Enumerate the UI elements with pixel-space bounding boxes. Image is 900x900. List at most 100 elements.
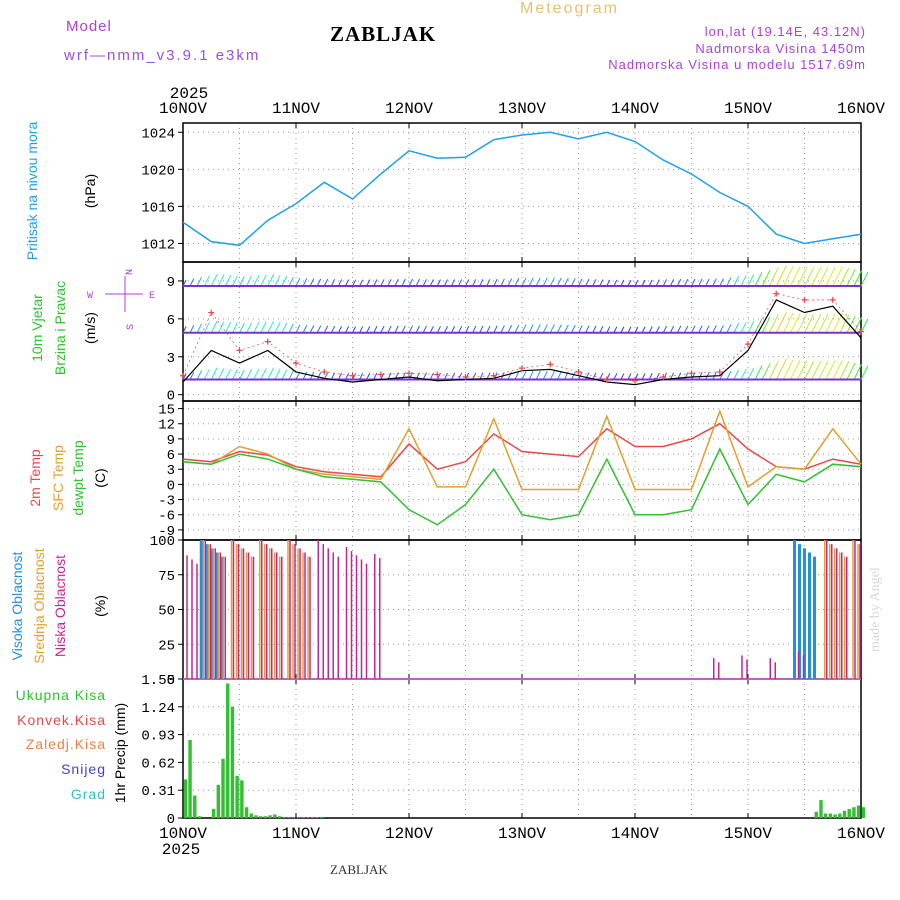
wind-barb-band-1 bbox=[239, 323, 245, 333]
wind-barb-band-1 bbox=[288, 323, 294, 333]
ytick-label-pressure: 1012 bbox=[141, 237, 175, 253]
x-tick-top-13NOV: 13NOV bbox=[498, 100, 546, 118]
wind-barb-band-0 bbox=[662, 279, 668, 287]
wind-barb-band-1 bbox=[486, 325, 491, 333]
wind-barb-band-1 bbox=[373, 326, 378, 333]
wind-barb-band-2 bbox=[613, 373, 618, 380]
wind-barb-band-1 bbox=[775, 312, 787, 333]
gust-marker bbox=[208, 309, 215, 316]
product-title: Meteogram bbox=[520, 0, 619, 17]
wind-barb-band-1 bbox=[472, 325, 477, 333]
precip-bar bbox=[254, 815, 258, 818]
wind-barb-band-1 bbox=[196, 323, 203, 333]
wind-barb-band-1 bbox=[231, 322, 238, 333]
wind-barb-band-1 bbox=[330, 325, 336, 333]
wind-barb-band-1 bbox=[648, 326, 653, 333]
precip-bar bbox=[828, 813, 833, 818]
wind-barb-band-0 bbox=[500, 278, 505, 287]
compass-n: N bbox=[125, 269, 136, 275]
wind-barb-band-1 bbox=[479, 325, 484, 333]
wind-barb-band-0 bbox=[761, 269, 771, 287]
wind-barb-band-2 bbox=[761, 363, 771, 380]
wind-barb-band-0 bbox=[606, 279, 611, 287]
precip-bar bbox=[188, 739, 192, 818]
precip-bar bbox=[263, 816, 268, 818]
wind-barb-band-1 bbox=[719, 325, 724, 333]
wind-barb-band-0 bbox=[747, 274, 755, 287]
wind-barb-band-2 bbox=[253, 368, 260, 380]
wind-barb-band-2 bbox=[853, 364, 863, 380]
precip-bar bbox=[287, 817, 291, 818]
wind-barb-band-1 bbox=[224, 321, 232, 333]
precip-bar bbox=[193, 795, 197, 818]
precip-bar bbox=[861, 807, 866, 818]
year-label-top: 2025 bbox=[170, 85, 208, 103]
wind-barb-band-1 bbox=[570, 324, 576, 333]
ytick-label-temperature: 0 bbox=[167, 478, 175, 494]
precip-bar bbox=[235, 775, 239, 818]
model-label: Model bbox=[66, 18, 112, 35]
wind-barb-band-1 bbox=[309, 325, 315, 333]
wind-barb-band-2 bbox=[373, 372, 378, 380]
legend-grad: Grad bbox=[70, 786, 106, 802]
precip-bar bbox=[282, 817, 286, 818]
wind-barb-band-0 bbox=[556, 277, 562, 287]
ytick-label-clouds: 25 bbox=[158, 638, 175, 654]
wind-barb-band-0 bbox=[691, 278, 696, 287]
wind-barb-band-1 bbox=[599, 326, 604, 333]
wind-barb-band-1 bbox=[549, 324, 555, 333]
temp-line-0 bbox=[182, 422, 862, 478]
ytick-label-temperature: 3 bbox=[167, 463, 175, 479]
wind-barb-band-1 bbox=[387, 325, 392, 333]
gust-marker bbox=[801, 296, 808, 303]
wind-barb-band-0 bbox=[811, 267, 822, 287]
wind-barb-band-0 bbox=[846, 269, 856, 287]
wind-barb-band-1 bbox=[507, 325, 513, 333]
wind-barb-band-0 bbox=[359, 279, 364, 287]
compass-cross bbox=[105, 276, 143, 312]
gust-marker bbox=[773, 290, 780, 297]
wind-barb-band-0 bbox=[549, 277, 555, 287]
wind-barb-band-2 bbox=[775, 358, 787, 380]
wind-barb-band-0 bbox=[733, 276, 740, 287]
precip-bar bbox=[856, 805, 861, 818]
ytick-label-precip: 1.55 bbox=[141, 673, 175, 689]
ytick-label-precip: 0.93 bbox=[141, 729, 175, 745]
wind-barb-band-0 bbox=[860, 271, 869, 287]
wind-barb-band-2 bbox=[224, 368, 232, 380]
precip-bar bbox=[823, 813, 828, 818]
wind-barb-band-2 bbox=[281, 369, 288, 380]
precip-bar bbox=[842, 810, 847, 818]
wind-barb-band-2 bbox=[472, 372, 477, 380]
wind-barb-band-2 bbox=[804, 360, 815, 380]
wind-barb-band-2 bbox=[655, 372, 660, 380]
ytick-label-precip: 0 bbox=[167, 812, 175, 828]
ytick-label-pressure: 1024 bbox=[141, 126, 175, 142]
wind-barb-band-0 bbox=[267, 274, 275, 287]
wind-barb-band-0 bbox=[853, 270, 863, 287]
gust-marker bbox=[180, 372, 186, 379]
ytick-label-pressure: 1016 bbox=[141, 200, 175, 216]
wind-barb-band-1 bbox=[344, 326, 350, 333]
altitude-label: Nadmorska Visina 1450m bbox=[695, 41, 866, 56]
ytick-label-clouds: 100 bbox=[150, 534, 175, 550]
wind-barb-band-2 bbox=[217, 368, 225, 380]
wind-barb-band-0 bbox=[669, 279, 675, 287]
ytick-label-precip: 0.31 bbox=[141, 784, 175, 800]
precip-bar bbox=[833, 814, 837, 818]
wind-barb-band-0 bbox=[295, 277, 301, 287]
wind-barb-band-0 bbox=[493, 278, 498, 287]
model-altitude-label: Nadmorska Visina u modelu 1517.69m bbox=[608, 57, 866, 72]
x-tick-top-16NOV: 16NOV bbox=[837, 100, 885, 118]
wind-barb-band-0 bbox=[563, 277, 569, 287]
wind-barb-band-2 bbox=[585, 372, 590, 380]
wind-barb-band-2 bbox=[846, 362, 856, 380]
precip-bar bbox=[216, 784, 221, 818]
wind-barb-band-2 bbox=[860, 365, 869, 380]
wind-barb-band-1 bbox=[796, 313, 808, 333]
wind-barb-band-0 bbox=[698, 278, 703, 287]
station-title: ZABLJAK bbox=[330, 22, 437, 46]
ytick-label-wind: 0 bbox=[167, 389, 175, 405]
wind-barb-band-1 bbox=[274, 321, 281, 333]
ytick-label-precip: 1.24 bbox=[141, 701, 175, 717]
